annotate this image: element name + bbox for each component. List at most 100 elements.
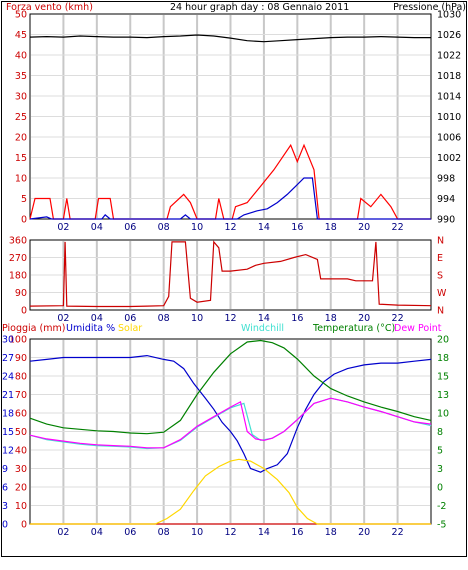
compass-label: N bbox=[437, 306, 444, 317]
x-tick-label: 08 bbox=[158, 222, 170, 233]
x-tick-label: 06 bbox=[124, 527, 136, 538]
x-tick-label: 14 bbox=[258, 527, 270, 538]
left-tick-label: 60 bbox=[15, 409, 27, 420]
left-tick-label-secondary: 21 bbox=[2, 390, 14, 401]
left-tick-label: 30 bbox=[15, 92, 27, 103]
left-tick-label-secondary: 0 bbox=[2, 520, 8, 531]
left-tick-label-secondary: 18 bbox=[2, 409, 14, 420]
left-tick-label: 10 bbox=[15, 501, 27, 512]
x-tick-label: 10 bbox=[191, 222, 203, 233]
series-line-direction bbox=[29, 240, 432, 308]
series-line-dew_point bbox=[29, 397, 432, 449]
x-tick-label: 22 bbox=[392, 313, 404, 324]
legend-windchill: Windchill bbox=[241, 323, 284, 334]
legend-rain: Pioggia (mm) bbox=[2, 323, 65, 334]
compass-label: E bbox=[437, 253, 443, 264]
series-line-gust bbox=[29, 143, 431, 220]
left-tick-label-secondary: 12 bbox=[2, 446, 14, 457]
left-tick-label: 90 bbox=[15, 353, 27, 364]
x-tick-label: 12 bbox=[224, 313, 236, 324]
left-tick-label: 80 bbox=[15, 372, 27, 383]
right-tick-label: 3 bbox=[437, 464, 443, 475]
x-tick-label: 22 bbox=[392, 527, 404, 538]
left-tick-label: 270 bbox=[9, 253, 27, 264]
left-tick-label: 100 bbox=[9, 335, 27, 346]
right-tick-label: 990 bbox=[437, 215, 455, 226]
x-tick-label: 02 bbox=[57, 313, 69, 324]
left-tick-label: 180 bbox=[9, 271, 27, 282]
right-tick-label: 1010 bbox=[437, 112, 461, 123]
wind-axis-title: Forza vento (kmh) bbox=[6, 2, 93, 13]
right-tick-label: 1002 bbox=[437, 153, 461, 164]
left-tick-label: 90 bbox=[15, 288, 27, 299]
left-tick-label: 40 bbox=[15, 446, 27, 457]
x-tick-label: 16 bbox=[291, 527, 303, 538]
x-tick-label: 18 bbox=[325, 527, 337, 538]
chart-title: 24 hour graph day : 08 Gennaio 2011 bbox=[170, 2, 349, 13]
left-tick-label-secondary: 9 bbox=[2, 464, 8, 475]
left-tick-label: 20 bbox=[15, 483, 27, 494]
left-tick-label: 0 bbox=[21, 306, 27, 317]
left-tick-label: 10 bbox=[15, 174, 27, 185]
x-tick-label: 12 bbox=[224, 527, 236, 538]
x-tick-label: 12 bbox=[224, 222, 236, 233]
x-tick-label: 22 bbox=[392, 222, 404, 233]
x-tick-label: 04 bbox=[91, 527, 103, 538]
right-tick-label: -5 bbox=[437, 520, 446, 531]
left-tick-label: 20 bbox=[15, 133, 27, 144]
x-tick-label: 10 bbox=[191, 527, 203, 538]
right-tick-label: 1026 bbox=[437, 30, 461, 41]
right-tick-label: 5 bbox=[437, 446, 443, 457]
right-tick-label: 18 bbox=[437, 353, 449, 364]
left-tick-label-secondary: 27 bbox=[2, 353, 14, 364]
legend-dew-point: Dew Point bbox=[394, 323, 442, 334]
right-tick-label: -2 bbox=[437, 501, 446, 512]
left-tick-label: 0 bbox=[21, 215, 27, 226]
x-tick-label: 16 bbox=[291, 222, 303, 233]
x-tick-label: 06 bbox=[124, 222, 136, 233]
right-tick-label: 1030 bbox=[437, 10, 461, 21]
left-tick-label: 50 bbox=[15, 10, 27, 21]
legend-humidity: Umidita % bbox=[66, 323, 115, 334]
left-tick-label: 360 bbox=[9, 236, 27, 247]
x-tick-label: 14 bbox=[258, 222, 270, 233]
left-tick-label: 40 bbox=[15, 51, 27, 62]
left-tick-label: 15 bbox=[15, 153, 27, 164]
right-tick-label: 1018 bbox=[437, 71, 461, 82]
left-tick-label: 45 bbox=[15, 30, 27, 41]
left-tick-label: 25 bbox=[15, 112, 27, 123]
x-tick-label: 08 bbox=[158, 527, 170, 538]
compass-label: N bbox=[437, 236, 444, 247]
left-tick-label-secondary: 24 bbox=[2, 372, 14, 383]
x-tick-label: 02 bbox=[57, 527, 69, 538]
left-tick-label-secondary: 30 bbox=[2, 335, 14, 346]
compass-label: S bbox=[437, 271, 443, 282]
right-tick-label: 13 bbox=[437, 390, 449, 401]
x-tick-label: 04 bbox=[91, 313, 103, 324]
series-line-humidity bbox=[29, 354, 432, 473]
right-tick-label: 1006 bbox=[437, 133, 461, 144]
pressure-axis-title: Pressione (hPa) bbox=[393, 2, 466, 13]
right-tick-label: 8 bbox=[437, 427, 443, 438]
x-tick-label: 10 bbox=[191, 313, 203, 324]
left-tick-label: 0 bbox=[21, 520, 27, 531]
x-tick-label: 16 bbox=[291, 313, 303, 324]
left-tick-label-secondary: 6 bbox=[2, 483, 8, 494]
left-tick-label: 50 bbox=[15, 427, 27, 438]
x-tick-label: 20 bbox=[358, 313, 370, 324]
x-tick-label: 06 bbox=[124, 313, 136, 324]
x-tick-label: 04 bbox=[91, 222, 103, 233]
x-tick-label: 20 bbox=[358, 222, 370, 233]
left-tick-label-secondary: 3 bbox=[2, 501, 8, 512]
right-tick-label: 0 bbox=[437, 483, 443, 494]
series-line-pressure bbox=[29, 34, 431, 43]
legend-solar: Solar bbox=[118, 323, 142, 334]
right-tick-label: 15 bbox=[437, 372, 449, 383]
x-tick-label: 08 bbox=[158, 313, 170, 324]
left-tick-label: 5 bbox=[21, 194, 27, 205]
right-tick-label: 1022 bbox=[437, 51, 461, 62]
right-tick-label: 994 bbox=[437, 194, 455, 205]
left-tick-label: 70 bbox=[15, 390, 27, 401]
right-tick-label: 10 bbox=[437, 409, 449, 420]
